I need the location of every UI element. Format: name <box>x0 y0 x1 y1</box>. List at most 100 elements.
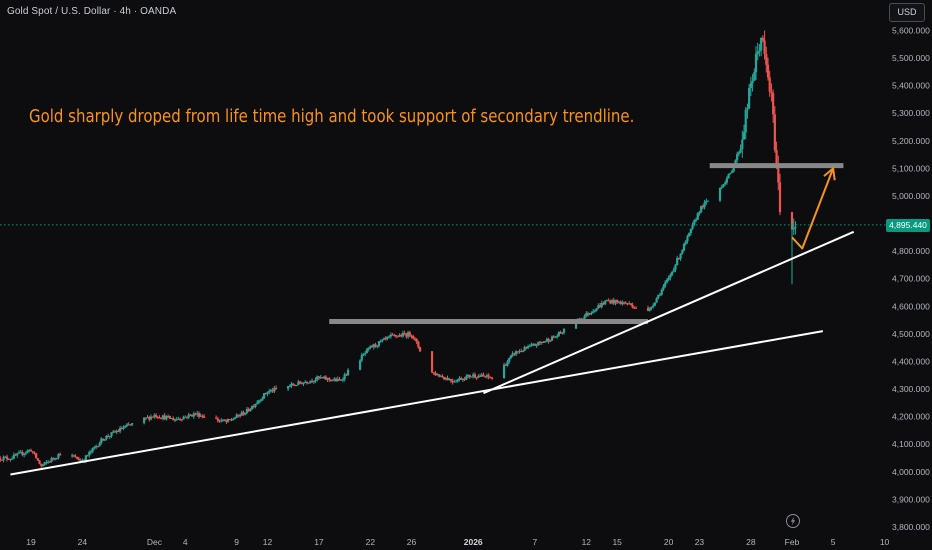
candle <box>677 257 680 260</box>
candle <box>537 341 540 346</box>
candle <box>45 460 48 465</box>
y-tick-label: 4,400.000 <box>892 356 930 366</box>
candle <box>693 219 696 227</box>
candle <box>502 362 506 379</box>
candle <box>262 393 266 400</box>
candle <box>221 419 225 422</box>
candle <box>389 332 393 339</box>
candle <box>513 352 516 357</box>
candle <box>358 359 362 371</box>
candle <box>341 377 345 383</box>
candle <box>31 450 34 454</box>
candle <box>718 187 722 203</box>
candle <box>365 347 369 354</box>
candle <box>50 456 53 463</box>
candle <box>508 357 511 364</box>
candle <box>604 299 607 306</box>
candle <box>737 151 740 157</box>
candle <box>792 218 795 235</box>
candle <box>653 302 656 307</box>
candle <box>251 405 254 410</box>
candle <box>664 280 667 288</box>
candle <box>694 217 698 223</box>
candle <box>286 385 290 391</box>
candle <box>748 84 751 110</box>
candle <box>518 349 521 354</box>
candle <box>376 345 379 349</box>
candle <box>370 344 374 348</box>
candle <box>179 417 182 421</box>
candle <box>374 342 377 348</box>
candle <box>470 376 473 378</box>
candle <box>369 345 372 350</box>
candle <box>326 377 329 382</box>
candle <box>657 294 660 300</box>
candle <box>477 374 480 379</box>
candle <box>55 457 58 460</box>
candle <box>271 387 274 393</box>
candle <box>406 330 410 340</box>
candle <box>490 376 494 380</box>
candle <box>439 374 442 377</box>
candle <box>617 300 620 304</box>
x-tick-label: 23 <box>695 537 705 547</box>
candle <box>182 415 185 420</box>
y-tick-label: 5,400.000 <box>892 81 930 91</box>
candle <box>233 416 237 420</box>
candle <box>667 275 670 282</box>
candle <box>528 344 531 347</box>
lightning-icon[interactable] <box>786 514 800 528</box>
candle <box>544 340 547 343</box>
candle <box>676 255 679 266</box>
candle <box>40 463 43 468</box>
candle <box>658 292 662 296</box>
candle <box>758 44 761 57</box>
candle <box>559 330 562 335</box>
candle <box>545 337 549 343</box>
candle <box>478 373 482 377</box>
candle <box>41 463 45 467</box>
candle <box>5 454 9 462</box>
projection-path <box>791 168 835 250</box>
candle <box>532 343 535 347</box>
candle <box>521 350 525 353</box>
candle <box>12 452 15 460</box>
candle <box>239 413 242 418</box>
time-axis[interactable]: 19 24 Dec 4 9 12 17 22 26 2026 7 12 15 20 23 28 Feb 5 10 <box>26 537 889 547</box>
candle <box>329 379 333 382</box>
candle <box>634 306 638 309</box>
candle <box>35 453 38 459</box>
currency-button[interactable]: USD <box>889 3 925 22</box>
candle <box>706 200 710 202</box>
candle <box>71 453 74 458</box>
candle <box>506 359 509 367</box>
y-tick-label: 4,700.000 <box>892 274 930 284</box>
candle <box>249 407 252 412</box>
candle <box>621 300 624 306</box>
candle <box>310 378 314 384</box>
candle <box>475 376 478 380</box>
x-tick-label: 2026 <box>464 537 483 547</box>
candle <box>257 399 261 405</box>
candle <box>29 448 33 452</box>
candle <box>23 453 26 458</box>
candle <box>235 413 238 419</box>
candle <box>700 205 703 214</box>
price-axis[interactable]: 3,800.000 3,900.000 4,000.000 4,100.000 4,20… <box>892 26 930 532</box>
candle <box>98 441 101 447</box>
candle <box>410 334 413 339</box>
candle <box>242 410 245 416</box>
candle <box>722 183 725 188</box>
candle <box>701 204 704 210</box>
candle <box>436 372 439 376</box>
candle <box>766 57 770 81</box>
candle <box>307 382 310 384</box>
candle <box>129 424 132 426</box>
candle <box>381 339 384 343</box>
candle <box>552 335 555 339</box>
candle <box>616 299 619 305</box>
candle <box>465 374 468 381</box>
candle <box>689 228 692 236</box>
candle <box>184 415 187 418</box>
